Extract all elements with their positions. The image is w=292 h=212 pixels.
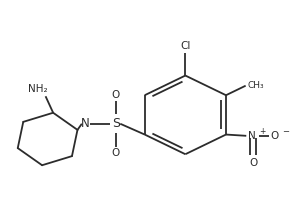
Text: CH₃: CH₃ [247,81,264,90]
Text: Cl: Cl [180,41,191,52]
Text: S: S [112,117,120,130]
Text: O: O [112,148,120,158]
Text: N: N [81,117,90,130]
Text: N: N [248,131,256,141]
Text: O: O [249,158,257,168]
Text: NH₂: NH₂ [28,84,48,94]
Text: O: O [270,131,279,141]
Text: +: + [259,127,266,136]
Text: −: − [282,127,289,136]
Text: O: O [112,90,120,100]
